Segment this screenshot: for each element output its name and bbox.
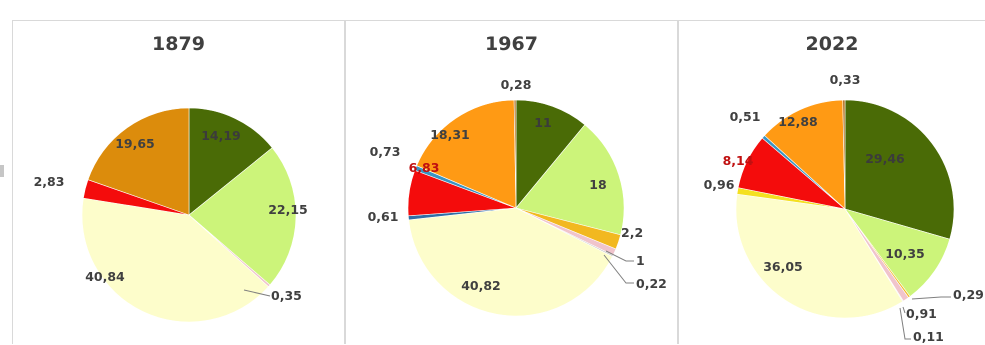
data-label: 36,05 — [763, 259, 803, 274]
data-label: 0,29 — [953, 287, 984, 302]
data-label: 22,15 — [268, 202, 308, 217]
pie-slice — [842, 99, 846, 210]
pie-slice — [844, 208, 951, 297]
pie-slice — [735, 193, 904, 319]
data-label: 6,83 — [409, 160, 440, 175]
pie-chart-1967: 11 18 2,2 1 0,22 40,82 0,61 6,83 0,73 18,31 0,28 — [368, 77, 667, 317]
pie-slice — [515, 124, 625, 236]
pie-chart-1879: 14,19 22,15 0,35 40,84 2,83 19,65 — [34, 107, 308, 323]
data-label: 0,51 — [730, 109, 761, 124]
chart-title: 1879 — [152, 33, 205, 55]
cropped-edge-mark — [0, 165, 4, 177]
pie-panel-2022: 2022 29,46 10,35 0,29 0,91 0,11 36,05 0,96 8,14… — [678, 20, 985, 344]
data-label: 14,19 — [201, 128, 241, 143]
pie-slice — [416, 99, 517, 209]
pie-slice — [81, 197, 269, 323]
data-label: 0,28 — [501, 77, 532, 92]
data-label: 18 — [589, 177, 606, 192]
leader-line — [605, 250, 634, 262]
pie-slice — [408, 207, 613, 317]
data-label: 1 — [636, 253, 645, 268]
chart-title: 1967 — [485, 33, 538, 55]
leader-line — [603, 254, 634, 284]
data-label: 29,46 — [865, 151, 905, 166]
pie-slice — [188, 147, 297, 286]
data-label: 0,61 — [368, 209, 399, 224]
leader-line — [902, 306, 906, 314]
pie-panel-1879: 1879 14,19 22,15 0,35 40,84 2,83 19,65 — [12, 20, 345, 344]
pie-slice — [764, 99, 846, 210]
pie-slice — [513, 99, 517, 209]
data-label: 12,88 — [778, 114, 818, 129]
data-label: 0,96 — [704, 177, 735, 192]
leader-line — [911, 296, 951, 300]
pie-slice — [188, 107, 273, 216]
data-label: 0,22 — [636, 276, 667, 291]
data-label: 8,14 — [723, 153, 754, 168]
data-label: 0,33 — [830, 72, 861, 87]
pie-slice — [87, 107, 190, 216]
data-label: 40,82 — [461, 278, 501, 293]
data-label: 10,35 — [885, 246, 925, 261]
leader-line — [899, 307, 911, 340]
data-label: 2,83 — [34, 174, 65, 189]
pie-slice — [515, 99, 586, 209]
pie-panel-1967: 1967 11 18 2,2 1 0,22 40,82 0,61 6,83 0,73 18,31 0… — [345, 20, 678, 344]
chart-title: 2022 — [805, 33, 859, 55]
data-label: 0,11 — [913, 329, 944, 344]
data-label: 0,91 — [906, 306, 937, 321]
data-label: 11 — [534, 115, 551, 130]
data-label: 18,31 — [430, 127, 470, 142]
data-label: 2,2 — [621, 225, 643, 240]
pie-slice — [844, 99, 955, 240]
data-label: 0,35 — [271, 288, 302, 303]
pie-chart-2022: 29,46 10,35 0,29 0,91 0,11 36,05 0,96 8,14 0,51 1… — [704, 72, 984, 344]
data-label: 40,84 — [85, 269, 125, 284]
data-label: 0,73 — [370, 144, 401, 159]
data-label: 19,65 — [115, 136, 155, 151]
leader-line — [243, 289, 271, 297]
